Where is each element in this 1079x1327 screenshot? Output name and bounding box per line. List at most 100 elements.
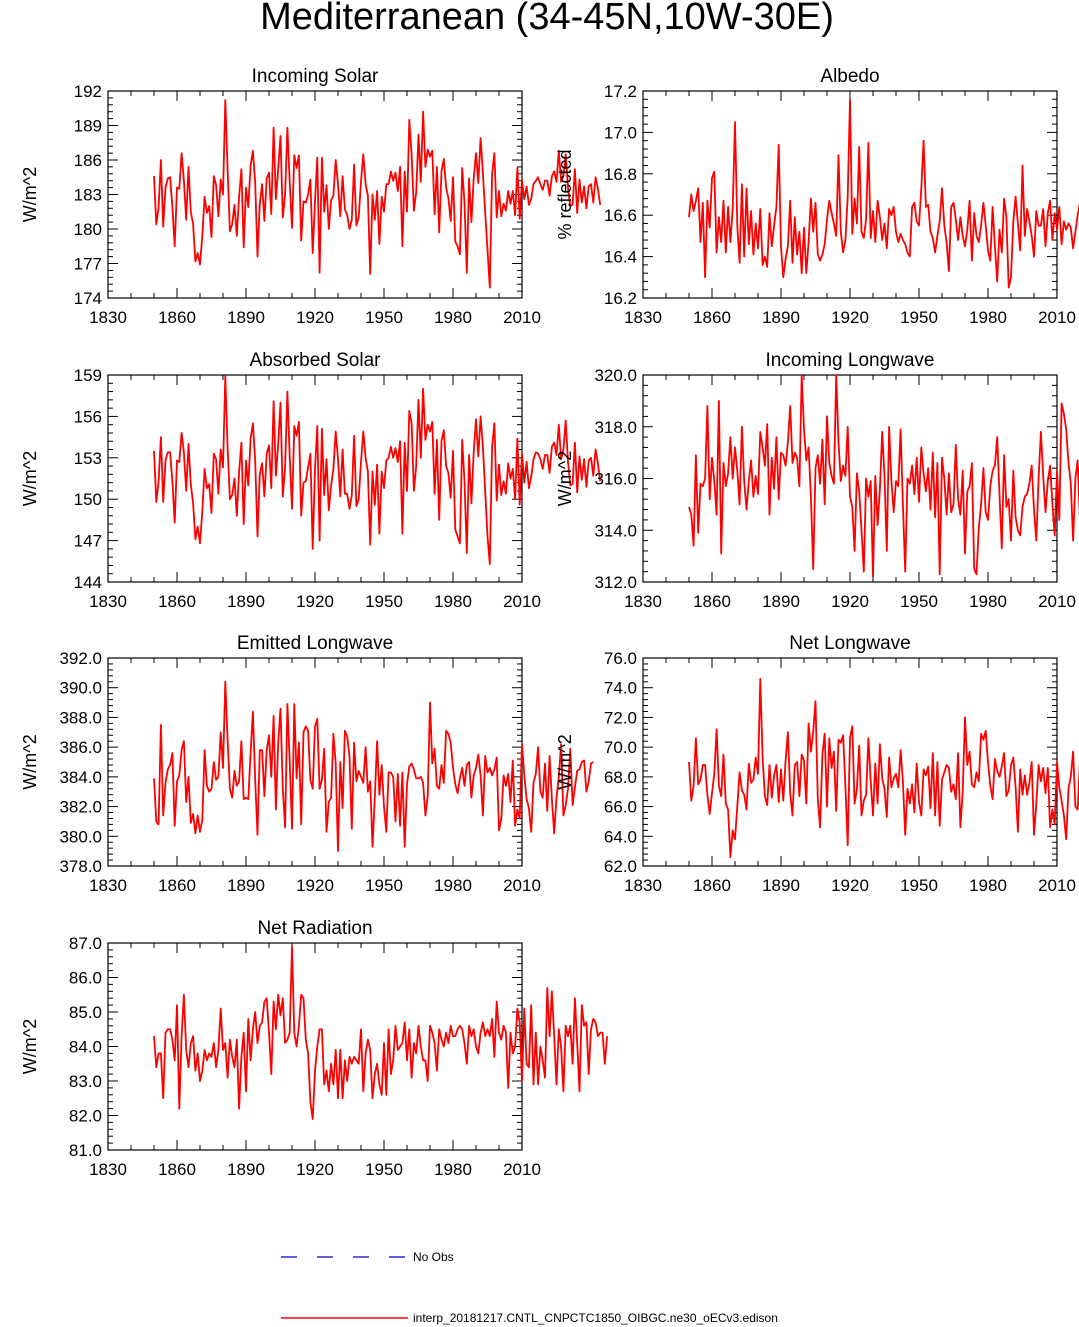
- panel-title: Emitted Longwave: [237, 633, 393, 654]
- series-line: [153, 99, 602, 289]
- y-tick-label: 16.6: [604, 206, 637, 225]
- y-tick-label: 66.0: [604, 798, 637, 817]
- x-tick-label: 1860: [158, 592, 196, 611]
- y-tick-label: 174: [74, 289, 102, 308]
- x-tick-label: 1920: [831, 876, 869, 895]
- y-tick-label: 147: [74, 532, 102, 551]
- panel-title: Incoming Solar: [252, 66, 379, 87]
- panel-title: Net Longwave: [789, 633, 910, 654]
- x-tick-label: 1980: [969, 876, 1007, 895]
- panel-5: Net Longwave W/m^2 62.0 64.0 66.0 68.0 70.0 72.…: [555, 633, 1079, 895]
- y-axis-label: W/m^2: [20, 734, 40, 789]
- y-tick-label: 183: [74, 186, 102, 205]
- y-tick-label: 312.0: [594, 573, 637, 592]
- panel-title: Absorbed Solar: [250, 350, 382, 371]
- y-tick-label: 144: [74, 573, 102, 592]
- x-tick-label: 1980: [434, 876, 472, 895]
- x-tick-label: 1980: [969, 308, 1007, 327]
- y-tick-label: 382.0: [59, 798, 102, 817]
- y-tick-label: 64.0: [604, 827, 637, 846]
- y-tick-label: 318.0: [594, 418, 637, 437]
- y-tick-label: 87.0: [69, 934, 102, 953]
- y-tick-label: 386.0: [59, 738, 102, 757]
- x-tick-label: 2010: [1038, 592, 1076, 611]
- panel-0: Incoming Solar W/m^2 174 177 180 183 186 189 192…: [20, 66, 602, 327]
- y-tick-label: 81.0: [69, 1141, 102, 1160]
- x-tick-label: 1890: [762, 592, 800, 611]
- x-tick-label: 1830: [624, 876, 662, 895]
- y-tick-label: 159: [74, 366, 102, 385]
- x-tick-label: 2010: [503, 592, 541, 611]
- y-tick-label: 74.0: [604, 679, 637, 698]
- x-tick-label: 1860: [693, 592, 731, 611]
- x-tick-label: 1980: [434, 1160, 472, 1179]
- y-tick-label: 384.0: [59, 768, 102, 787]
- x-tick-label: 1920: [296, 876, 334, 895]
- y-tick-label: 180: [74, 220, 102, 239]
- y-tick-label: 17.0: [604, 123, 637, 142]
- x-tick-label: 1860: [158, 876, 196, 895]
- series-line: [153, 375, 602, 565]
- x-tick-label: 2010: [1038, 308, 1076, 327]
- panel-1: Albedo % reflected 16.2 16.4 16.6 16.8 17.0 17.…: [555, 66, 1079, 327]
- y-tick-label: 392.0: [59, 649, 102, 668]
- y-tick-label: 86.0: [69, 969, 102, 988]
- x-tick-label: 1950: [900, 308, 938, 327]
- y-tick-label: 320.0: [594, 366, 637, 385]
- x-tick-label: 1830: [624, 308, 662, 327]
- y-tick-label: 177: [74, 255, 102, 274]
- x-tick-label: 1980: [434, 592, 472, 611]
- x-tick-label: 2010: [503, 1160, 541, 1179]
- y-tick-label: 192: [74, 82, 102, 101]
- y-tick-label: 16.2: [604, 289, 637, 308]
- series-line: [688, 677, 1079, 858]
- x-tick-label: 1950: [900, 592, 938, 611]
- legend: No Obs interp_20181217.CNTL_CNPCTC1850_O…: [281, 1250, 778, 1325]
- panel-2: Absorbed Solar W/m^2 144 147 150 153 156 159 183…: [20, 350, 602, 611]
- y-tick-label: 16.4: [604, 248, 637, 267]
- y-axis-label: W/m^2: [20, 451, 40, 506]
- y-tick-label: 82.0: [69, 1107, 102, 1126]
- x-tick-label: 1890: [762, 308, 800, 327]
- x-tick-label: 1830: [89, 592, 127, 611]
- x-tick-label: 1830: [89, 308, 127, 327]
- panel-4: Emitted Longwave W/m^2 378.0 380.0 382.0 384.…: [20, 633, 594, 895]
- x-tick-label: 1950: [365, 592, 403, 611]
- y-tick-label: 70.0: [604, 738, 637, 757]
- y-tick-label: 314.0: [594, 521, 637, 540]
- x-tick-label: 1830: [624, 592, 662, 611]
- y-tick-label: 316.0: [594, 470, 637, 489]
- x-tick-label: 1920: [296, 1160, 334, 1179]
- x-tick-label: 1860: [693, 876, 731, 895]
- y-axis-label: W/m^2: [555, 734, 575, 789]
- panel-6: Net Radiation W/m^2 81.0 82.0 83.0 84.0 85.0 86…: [20, 918, 608, 1179]
- x-tick-label: 1860: [693, 308, 731, 327]
- y-tick-label: 378.0: [59, 857, 102, 876]
- y-axis-label: W/m^2: [555, 451, 575, 506]
- panel-3: Incoming Longwave W/m^2 312.0 314.0 316.0 318…: [555, 350, 1079, 611]
- x-tick-label: 1920: [831, 592, 869, 611]
- x-tick-label: 1890: [227, 1160, 265, 1179]
- x-tick-label: 1950: [365, 876, 403, 895]
- figure-title: Mediterranean (34-45N,10W-30E): [260, 0, 834, 38]
- x-tick-label: 1860: [158, 308, 196, 327]
- y-tick-label: 76.0: [604, 649, 637, 668]
- x-tick-label: 1920: [296, 592, 334, 611]
- y-tick-label: 380.0: [59, 827, 102, 846]
- panel-title: Net Radiation: [257, 918, 372, 939]
- y-axis-label: % reflected: [555, 149, 575, 239]
- y-tick-label: 17.2: [604, 82, 637, 101]
- y-tick-label: 72.0: [604, 708, 637, 727]
- x-tick-label: 1890: [762, 876, 800, 895]
- y-tick-label: 16.8: [604, 165, 637, 184]
- series-line: [688, 98, 1079, 289]
- x-tick-label: 1920: [831, 308, 869, 327]
- series-line: [153, 945, 608, 1120]
- x-tick-label: 2010: [503, 876, 541, 895]
- y-tick-label: 153: [74, 449, 102, 468]
- x-tick-label: 1980: [434, 308, 472, 327]
- series-line: [688, 374, 1079, 578]
- legend-model-label: interp_20181217.CNTL_CNPCTC1850_OIBGC.ne…: [413, 1311, 778, 1325]
- panel-title: Incoming Longwave: [766, 350, 935, 371]
